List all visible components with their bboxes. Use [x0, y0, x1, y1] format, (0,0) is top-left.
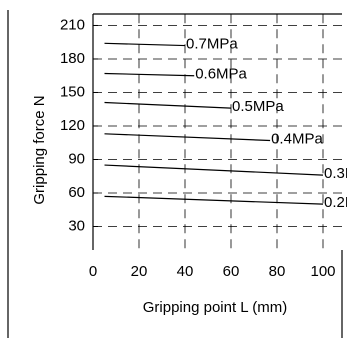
y-tick-label: 90 [68, 150, 85, 167]
series-label: 0.7MPa [186, 36, 238, 53]
series-label: 0.2MPa [324, 194, 347, 211]
series-line [104, 195, 324, 205]
series-label: 0.3MPa [324, 165, 347, 182]
y-tick-label: 210 [60, 16, 85, 33]
series-line [104, 42, 186, 47]
y-tick-label: 180 [60, 50, 85, 67]
x-tick-label: 0 [89, 263, 97, 280]
x-tick-label: 40 [177, 263, 194, 280]
series-line [104, 101, 232, 109]
y-axis-label: Gripping force N [31, 95, 48, 204]
series-line [104, 164, 324, 176]
y-tick-label: 150 [60, 83, 85, 100]
y-tick-label: 60 [68, 184, 85, 201]
x-tick-label: 80 [269, 263, 286, 280]
x-tick-label: 60 [223, 263, 240, 280]
x-tick-label: 100 [310, 263, 335, 280]
series-line [104, 72, 195, 77]
x-tick-label: 20 [131, 263, 148, 280]
x-axis-label: Gripping point L (mm) [143, 299, 288, 316]
series-label: 0.6MPa [195, 66, 247, 83]
series-label: 0.5MPa [232, 98, 284, 115]
series-label: 0.4MPa [271, 130, 323, 147]
y-tick-label: 30 [68, 217, 85, 234]
y-tick-label: 120 [60, 117, 85, 134]
series-line [104, 133, 271, 142]
